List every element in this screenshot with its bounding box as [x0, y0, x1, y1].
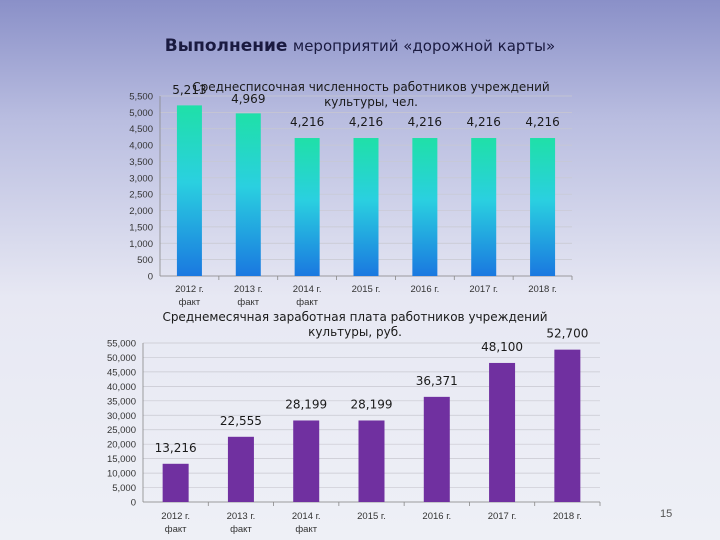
- y-tick-label: 4,000: [129, 141, 153, 152]
- y-tick-label: 45,000: [107, 367, 136, 378]
- bar: [294, 138, 320, 276]
- y-tick-label: 2,000: [129, 206, 153, 217]
- y-tick-label: 0: [148, 272, 153, 283]
- x-tick-label: 2012 г.: [161, 511, 190, 522]
- x-tick-label: 2015 г.: [352, 284, 381, 295]
- data-label: 13,216: [155, 441, 197, 455]
- x-tick-label: 2013 г.: [227, 511, 256, 522]
- y-tick-label: 25,000: [107, 425, 136, 436]
- bar: [353, 138, 379, 276]
- chart-title: Среднесписочная численность работников у…: [192, 80, 549, 94]
- x-tick-label: факт: [230, 524, 252, 535]
- y-tick-label: 5,000: [129, 108, 153, 119]
- bar: [530, 138, 556, 276]
- y-tick-label: 2,500: [129, 190, 153, 201]
- y-tick-label: 1,000: [129, 239, 153, 250]
- slide-title-bold: Выполнение: [164, 36, 288, 56]
- x-tick-label: 2018 г.: [528, 284, 557, 295]
- data-label: 4,216: [408, 115, 442, 129]
- bar: [471, 138, 497, 276]
- x-tick-label: факт: [237, 297, 259, 308]
- y-tick-label: 50,000: [107, 353, 136, 364]
- y-tick-label: 40,000: [107, 382, 136, 393]
- y-tick-label: 500: [137, 255, 153, 266]
- data-label: 4,216: [290, 115, 324, 129]
- x-tick-label: 2017 г.: [488, 511, 517, 522]
- bar: [293, 420, 320, 502]
- page-number: 15: [660, 508, 673, 520]
- x-tick-label: 2016 г.: [410, 284, 439, 295]
- bar: [358, 420, 385, 502]
- y-tick-label: 3,500: [129, 157, 153, 168]
- data-label: 28,199: [351, 397, 393, 411]
- chart-title: культуры, руб.: [308, 325, 402, 339]
- data-label: 28,199: [285, 397, 327, 411]
- x-tick-label: 2016 г.: [422, 511, 451, 522]
- data-label: 5,213: [172, 83, 206, 97]
- x-tick-label: 2015 г.: [357, 511, 386, 522]
- y-tick-label: 3,000: [129, 173, 153, 184]
- bar: [235, 113, 261, 277]
- x-tick-label: 2018 г.: [553, 511, 582, 522]
- y-tick-label: 35,000: [107, 396, 136, 407]
- x-tick-label: факт: [296, 297, 318, 308]
- data-label: 4,969: [231, 92, 265, 106]
- y-tick-label: 10,000: [107, 469, 136, 480]
- bar: [176, 105, 202, 276]
- x-tick-label: факт: [165, 524, 187, 535]
- data-label: 4,216: [349, 115, 383, 129]
- x-tick-label: 2017 г.: [469, 284, 498, 295]
- y-tick-label: 30,000: [107, 411, 136, 422]
- y-tick-label: 15,000: [107, 454, 136, 465]
- y-tick-label: 5,000: [112, 483, 136, 494]
- data-label: 4,216: [525, 115, 559, 129]
- y-tick-label: 20,000: [107, 440, 136, 451]
- x-tick-label: 2013 г.: [234, 284, 263, 295]
- y-tick-label: 5,500: [129, 92, 153, 103]
- y-tick-label: 55,000: [107, 339, 136, 350]
- data-label: 48,100: [481, 340, 523, 354]
- slide-title: Выполнение мероприятий «дорожной карты»: [0, 36, 720, 56]
- data-label: 36,371: [416, 374, 458, 388]
- x-tick-label: 2014 г.: [292, 511, 321, 522]
- data-label: 22,555: [220, 414, 262, 428]
- chart-title: культуры, чел.: [324, 95, 418, 109]
- x-tick-label: 2014 г.: [293, 284, 322, 295]
- y-tick-label: 0: [131, 498, 136, 509]
- bar: [162, 463, 189, 502]
- bar: [227, 436, 254, 502]
- bar: [423, 396, 450, 502]
- slide-title-rest: мероприятий «дорожной карты»: [292, 37, 556, 55]
- chart-title: Среднемесячная заработная плата работник…: [162, 310, 547, 324]
- bar: [554, 349, 581, 502]
- y-tick-label: 4,500: [129, 124, 153, 135]
- bar: [489, 362, 516, 502]
- x-tick-label: факт: [295, 524, 317, 535]
- x-tick-label: 2012 г.: [175, 284, 204, 295]
- bar: [412, 138, 438, 276]
- x-tick-label: факт: [179, 297, 201, 308]
- data-label: 52,700: [546, 327, 588, 341]
- data-label: 4,216: [467, 115, 501, 129]
- y-tick-label: 1,500: [129, 222, 153, 233]
